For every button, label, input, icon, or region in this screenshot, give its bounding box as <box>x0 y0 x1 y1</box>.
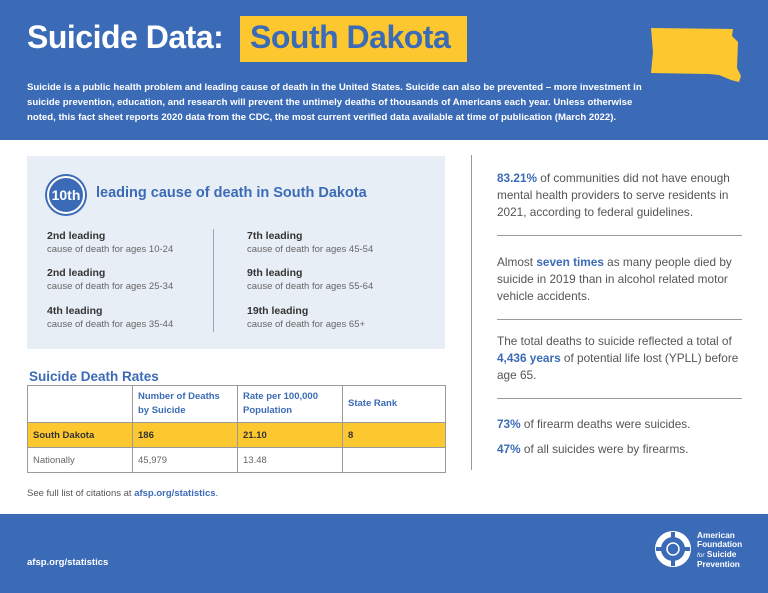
stat-item: Almost seven times as many people died b… <box>497 254 747 305</box>
stat-highlight: seven times <box>536 255 604 269</box>
table-cell: 13.48 <box>237 447 343 473</box>
stat-after: as many people died by suicide in 2019 t… <box>497 255 732 303</box>
divider <box>497 398 742 399</box>
rates-title: Suicide Death Rates <box>29 369 159 384</box>
leading-cause-desc: cause of death for ages 25-34 <box>47 281 174 292</box>
page-title-state: South Dakota <box>250 19 451 55</box>
logo-line: for Suicide <box>697 548 742 560</box>
leading-cause-panel <box>27 156 445 349</box>
stat-item: 47% of all suicides were by firearms. <box>497 441 747 458</box>
stat-highlight: 47% <box>497 442 521 456</box>
rates-table: Number of Deaths by Suicide Rate per 100… <box>27 385 446 473</box>
stat-item: The total deaths to suicide reflected a … <box>497 333 747 384</box>
table-header-cell: Number of Deaths by Suicide <box>132 385 238 423</box>
leading-cause-rank: 7th leading <box>247 230 303 242</box>
stat-after: of firearm deaths were suicides. <box>520 417 691 431</box>
leading-cause-desc: cause of death for ages 35-44 <box>47 319 174 330</box>
citation-suffix: . <box>215 488 219 499</box>
stat-highlight: 4,436 years <box>497 351 561 365</box>
vertical-divider <box>471 155 472 470</box>
column-divider <box>213 229 214 332</box>
state-title-highlight <box>240 16 467 62</box>
page-title-prefix: Suicide Data: <box>27 19 224 55</box>
table-header-cell <box>27 385 133 423</box>
citation-link[interactable]: afsp.org/statistics <box>134 488 216 499</box>
divider <box>497 235 742 236</box>
leading-cause-desc: cause of death for ages 55-64 <box>247 281 374 292</box>
rank-badge: 10th <box>47 176 85 214</box>
logo-line: American <box>697 530 735 540</box>
table-cell: 45,979 <box>132 447 238 473</box>
table-cell <box>342 447 446 473</box>
logo-line: Prevention <box>697 558 740 569</box>
leading-cause-item: 4th leading cause of death for ages 35-4… <box>47 304 217 332</box>
table-cell: 8 <box>342 422 446 448</box>
leading-cause-rank: 2nd leading <box>47 267 106 279</box>
table-header-cell: State Rank <box>342 385 446 423</box>
table-cell: 186 <box>132 422 238 448</box>
intro-paragraph: Suicide is a public health problem and l… <box>27 82 642 123</box>
stat-after: of communities did not have enough menta… <box>497 171 730 219</box>
logo-wordmark: American Foundation for Suicide Preventi… <box>697 530 743 569</box>
stat-before: The total deaths to suicide reflected a … <box>497 334 732 348</box>
logo-for: for <box>697 551 705 559</box>
stat-highlight: 83.21% <box>497 171 538 185</box>
leading-cause-rank: 9th leading <box>247 267 303 279</box>
footer-banner <box>0 514 768 593</box>
table-cell: South Dakota <box>27 422 133 448</box>
table-cell: Nationally <box>27 447 133 473</box>
stat-before: Almost <box>497 255 537 269</box>
leading-cause-desc: cause of death for ages 10-24 <box>47 244 174 255</box>
leading-cause-item: 2nd leading cause of death for ages 25-3… <box>47 266 217 294</box>
stat-after: of all suicides were by firearms. <box>520 442 689 456</box>
leading-cause-item: 2nd leading cause of death for ages 10-2… <box>47 229 217 257</box>
citation-note: See full list of citations at afsp.org/s… <box>27 488 218 499</box>
stat-item: 73% of firearm deaths were suicides. <box>497 416 747 433</box>
table-header-row: Number of Deaths by Suicide Rate per 100… <box>27 385 446 423</box>
stat-item: 83.21% of communities did not have enoug… <box>497 170 747 221</box>
table-header-cell: Rate per 100,000 Population <box>237 385 343 423</box>
leading-cause-desc: cause of death for ages 45-54 <box>247 244 374 255</box>
logo-line: Foundation <box>697 539 743 550</box>
logo-line-suicide: Suicide <box>706 548 737 559</box>
stat-after: of potential life lost (YPLL) before age… <box>497 351 739 382</box>
leading-cause-rank: 19th leading <box>247 305 309 317</box>
footer-link[interactable]: afsp.org/statistics <box>27 557 109 568</box>
citation-prefix: See full list of citations at <box>27 488 135 499</box>
south-dakota-map-icon <box>651 28 741 82</box>
lifebuoy-logo-icon <box>655 531 691 567</box>
leading-cause-desc: cause of death for ages 65+ <box>247 319 366 330</box>
leading-cause-item: 9th leading cause of death for ages 55-6… <box>247 266 417 294</box>
leading-cause-rank: 2nd leading <box>47 230 106 242</box>
table-cell: 21.10 <box>237 422 343 448</box>
stat-highlight: 73% <box>497 417 521 431</box>
leading-cause-rank: 4th leading <box>47 305 103 317</box>
leading-cause-item: 19th leading cause of death for ages 65+ <box>247 304 417 332</box>
leading-cause-item: 7th leading cause of death for ages 45-5… <box>247 229 417 257</box>
divider <box>497 319 742 320</box>
leading-cause-title: leading cause of death in South Dakota <box>96 185 367 201</box>
table-row: Nationally 45,979 13.48 <box>27 447 446 473</box>
table-row: South Dakota 186 21.10 8 <box>27 422 446 448</box>
